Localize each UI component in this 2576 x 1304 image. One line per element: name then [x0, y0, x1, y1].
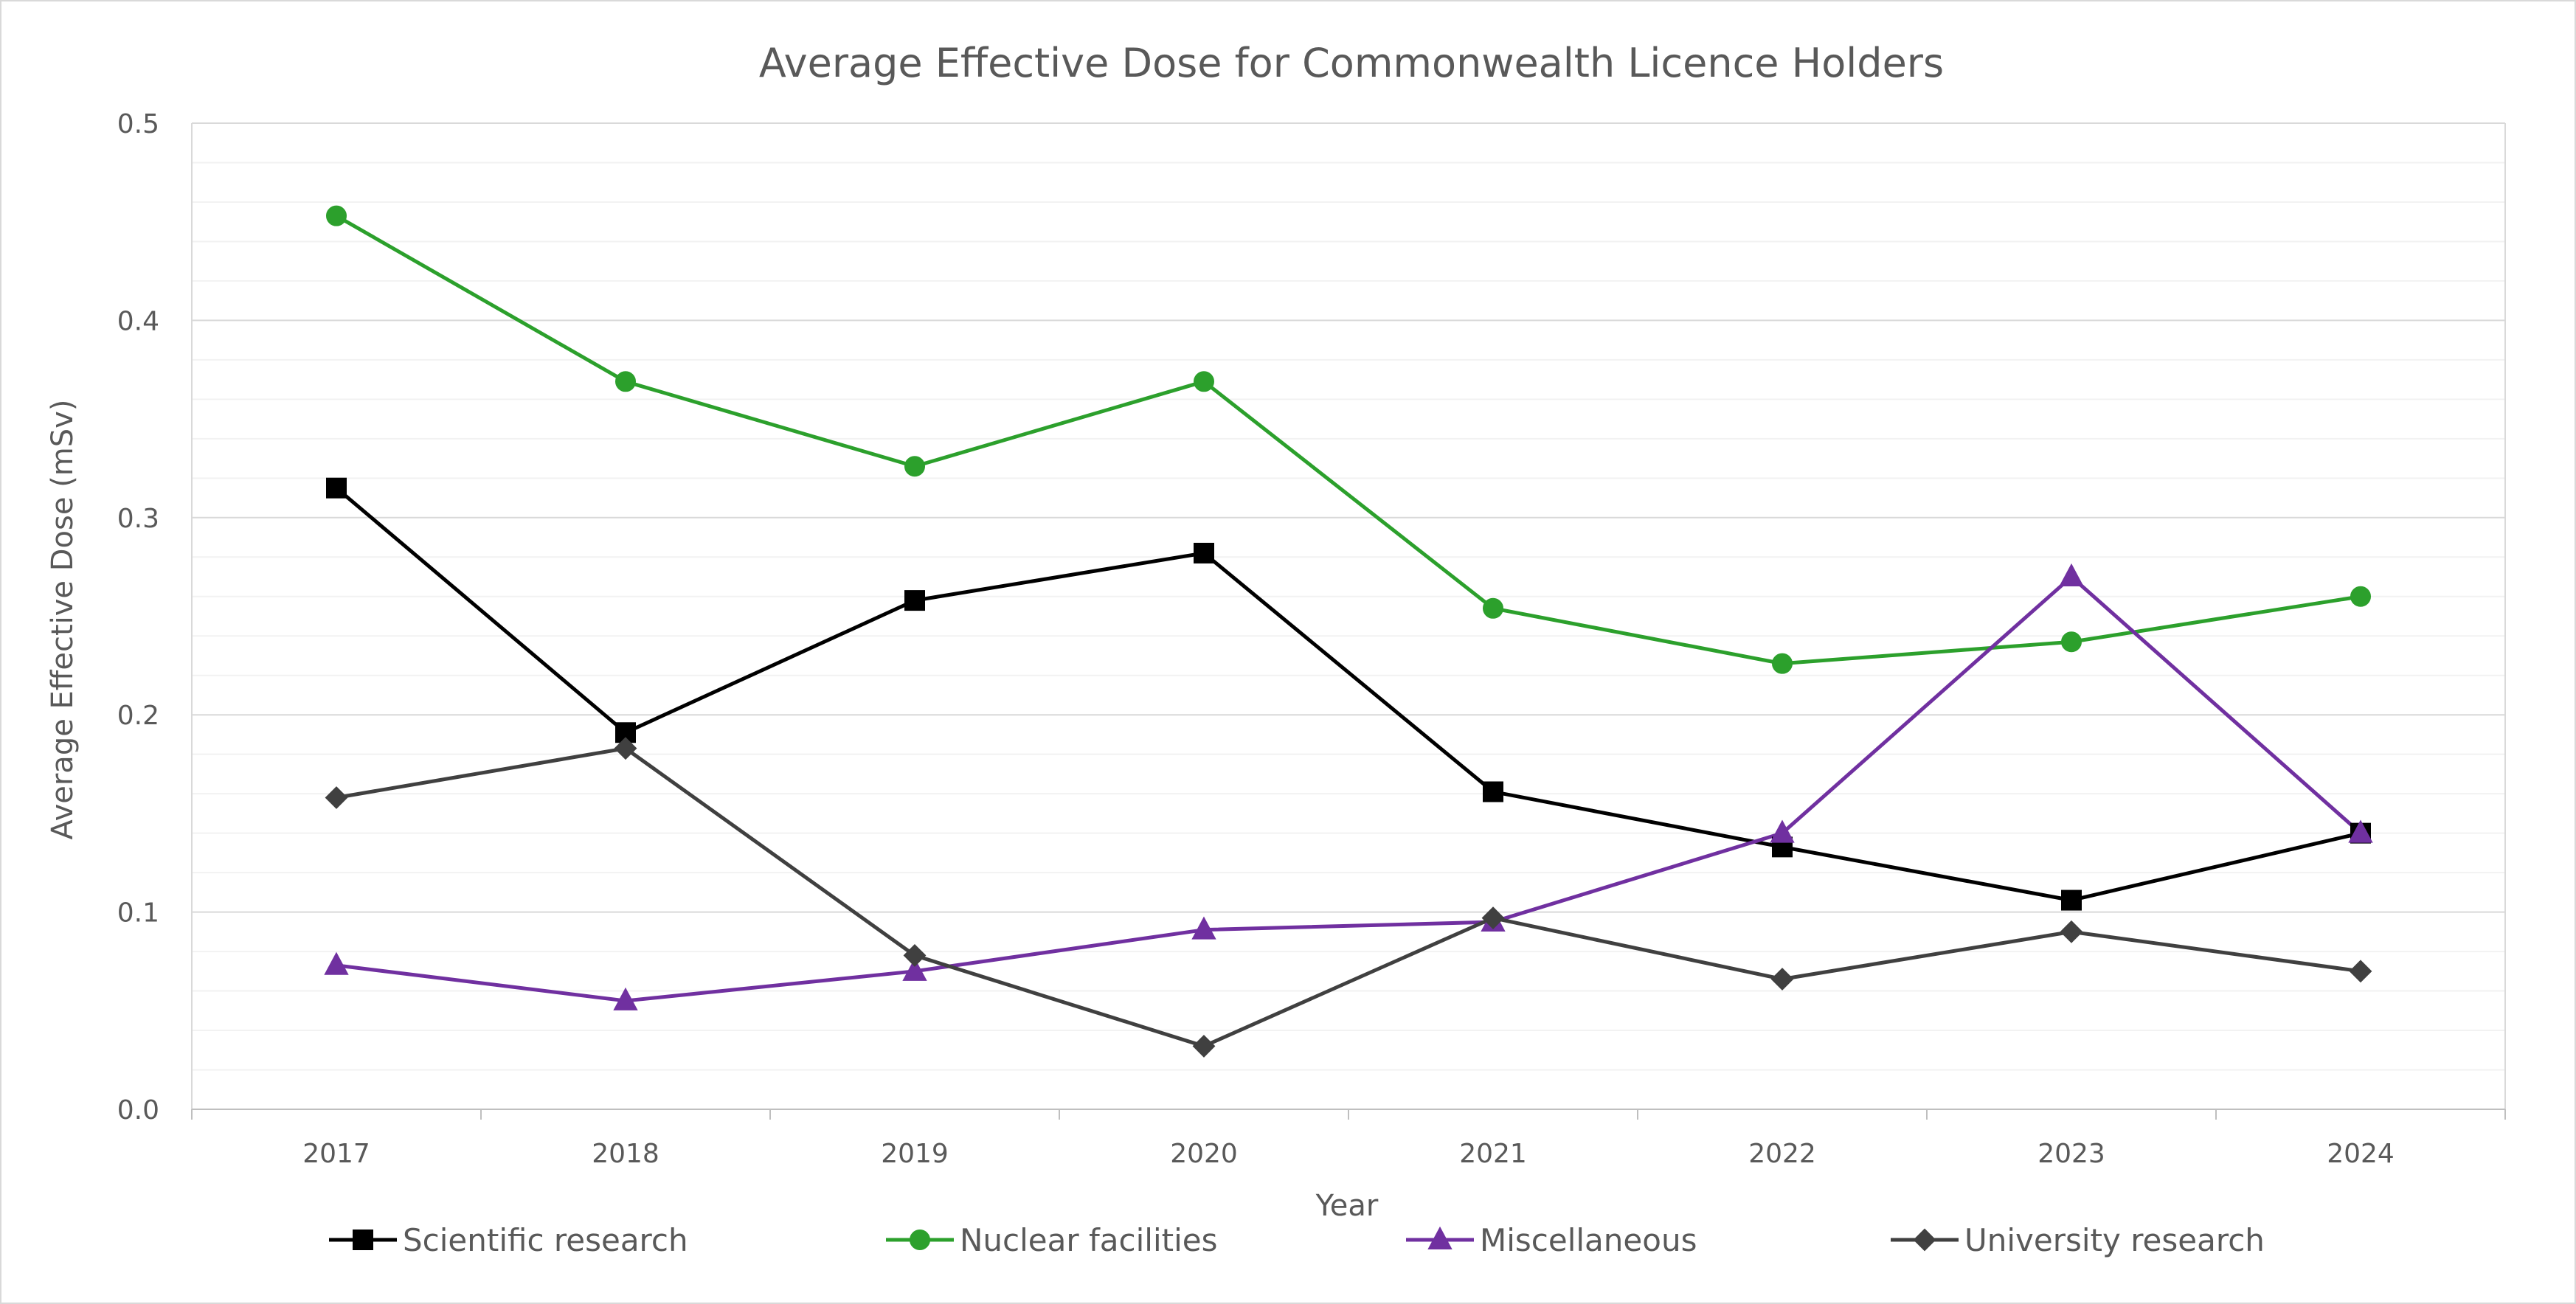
series-lines [335, 214, 2362, 1048]
y-axis-title: Average Effective Dose (mSv) [46, 400, 80, 840]
y-tick-label: 0.5 [117, 109, 159, 139]
legend-item-university-research: University research [1891, 1222, 2265, 1258]
data-point-university-research [1770, 968, 1794, 991]
axes [191, 123, 2506, 1120]
data-point-miscellaneous [2059, 563, 2084, 587]
legend-marker [1913, 1228, 1936, 1252]
data-point-scientific-research [904, 590, 925, 611]
legend-label: University research [1964, 1222, 2265, 1258]
series-line-miscellaneous [336, 575, 2362, 1003]
x-tick-label: 2021 [1459, 1139, 1527, 1169]
y-tick-labels: 0.0 0.1 0.2 0.3 0.4 0.5 [117, 109, 159, 1126]
data-point-university-research [2060, 920, 2083, 943]
legend-item-scientific-research: Scientific research [329, 1222, 688, 1258]
series-line-scientific-research [335, 486, 2361, 903]
legend-marker [353, 1230, 373, 1250]
legend-item-miscellaneous: Miscellaneous [1406, 1222, 1697, 1258]
data-point-university-research [614, 737, 637, 760]
data-point-scientific-research [2061, 889, 2082, 911]
data-point-nuclear-facilities [615, 371, 636, 392]
y-tick-label: 0.2 [117, 701, 159, 731]
data-point-university-research [325, 786, 348, 809]
data-point-nuclear-facilities [2350, 586, 2371, 607]
minor-gridlines [192, 162, 2505, 1071]
series-markers [324, 205, 2373, 1058]
series-line-university-research [336, 746, 2361, 1048]
data-point-university-research [1192, 1035, 1216, 1058]
data-point-nuclear-facilities [904, 456, 925, 477]
chart-title: Average Effective Dose for Commonwealth … [759, 40, 1944, 86]
legend-label: Scientific research [403, 1222, 688, 1258]
legend-marker [910, 1230, 930, 1250]
data-point-nuclear-facilities [1772, 653, 1793, 674]
data-point-nuclear-facilities [326, 205, 347, 226]
x-tick-label: 2022 [1748, 1139, 1816, 1169]
data-point-miscellaneous [1191, 916, 1216, 940]
y-tick-label: 0.0 [117, 1095, 159, 1126]
data-point-university-research [2349, 960, 2372, 983]
legend-label: Miscellaneous [1480, 1222, 1697, 1258]
x-tick-label: 2019 [881, 1139, 949, 1169]
data-point-nuclear-facilities [1194, 371, 1214, 392]
x-tick-label: 2017 [302, 1139, 370, 1169]
data-point-nuclear-facilities [1483, 597, 1503, 619]
legend-marker [1427, 1226, 1453, 1249]
data-point-miscellaneous [1770, 819, 1795, 843]
x-tick-label: 2018 [592, 1139, 659, 1169]
data-point-nuclear-facilities [2061, 631, 2082, 653]
data-point-scientific-research [1483, 781, 1503, 802]
legend-item-nuclear-facilities: Nuclear facilities [886, 1222, 1217, 1258]
data-point-university-research [1481, 906, 1505, 930]
y-tick-label: 0.4 [117, 306, 159, 336]
data-point-university-research [903, 944, 927, 967]
data-point-miscellaneous [324, 951, 349, 975]
data-point-scientific-research [326, 477, 347, 499]
legend-label: Nuclear facilities [960, 1222, 1217, 1258]
legend: Scientific research Nuclear facilities Mis… [329, 1222, 2265, 1258]
x-tick-label: 2020 [1170, 1139, 1238, 1169]
series-line-nuclear-facilities [335, 214, 2361, 666]
x-axis-title: Year [1315, 1189, 1379, 1223]
x-tick-label: 2023 [2037, 1139, 2105, 1169]
data-point-miscellaneous [2348, 819, 2373, 843]
x-tick-labels: 2017 2018 2019 2020 2021 2022 2023 2024 [302, 1139, 2395, 1169]
x-tick-label: 2024 [2327, 1139, 2395, 1169]
data-point-scientific-research [1194, 542, 1214, 563]
y-tick-label: 0.1 [117, 898, 159, 929]
data-point-miscellaneous [902, 957, 927, 981]
data-point-miscellaneous [613, 987, 638, 1010]
y-tick-label: 0.3 [117, 504, 159, 534]
major-gridlines [192, 122, 2505, 1110]
